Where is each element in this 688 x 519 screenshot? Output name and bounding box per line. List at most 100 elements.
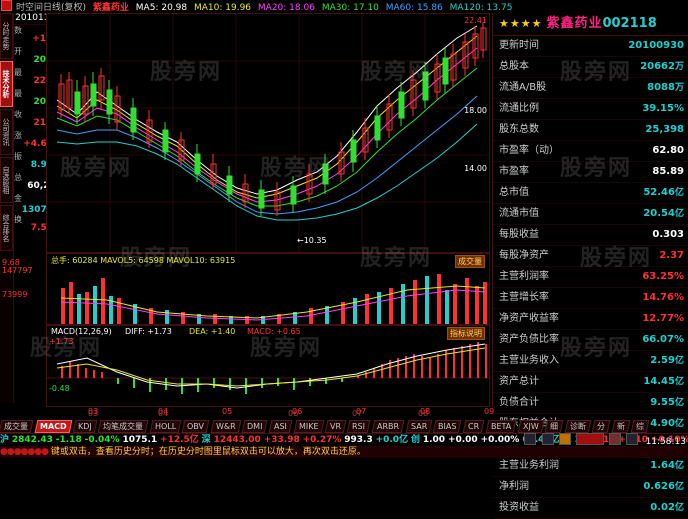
status-cy-pct: +0.00% bbox=[480, 435, 520, 445]
info-unit-total-assets: 亿 bbox=[674, 377, 684, 387]
indicator-tab-avgvol-label: 均笔成交量 bbox=[103, 422, 144, 431]
ma60-label: MA60: 15.86 bbox=[385, 3, 443, 13]
status-sz-amt: +0.0亿 bbox=[375, 435, 409, 445]
indicator-tab-rsi-label: RSI bbox=[352, 422, 366, 431]
info-row-float-cap: 流通市值 20.54亿 bbox=[493, 204, 688, 225]
rail-tab-zonghe[interactable]: 综合排名 bbox=[0, 205, 13, 251]
x-tick-03: 03 bbox=[88, 407, 99, 416]
indicator-tab-xin-label: 新 bbox=[616, 422, 625, 431]
rail-tab-fenshi[interactable]: 分时走势 bbox=[0, 13, 13, 59]
candlestick-svg bbox=[47, 14, 489, 252]
indicator-tab-dmi[interactable]: DMI bbox=[241, 420, 269, 433]
volume-tag[interactable]: 成交量 bbox=[455, 255, 485, 268]
info-row-eps: 每股收益 0.303 bbox=[493, 225, 688, 246]
info-val-roe: 12.77% bbox=[642, 313, 684, 324]
indicator-tab-avgvol[interactable]: 均笔成交量 bbox=[97, 420, 149, 433]
indicator-tab-rsi[interactable]: RSI bbox=[346, 420, 371, 433]
indicator-tab-bias[interactable]: BIAS bbox=[432, 420, 463, 433]
clock-label: 11:58:13 bbox=[645, 437, 686, 447]
status-sz-change: +33.98 bbox=[263, 435, 300, 445]
info-num-revenue: 2.59 bbox=[650, 355, 675, 366]
indicator-tab-arbr[interactable]: ARBR bbox=[371, 420, 405, 433]
info-key-float-cap: 流通市值 bbox=[499, 208, 539, 219]
x-tick-05: 05 bbox=[222, 407, 233, 416]
indicator-tab-obv-label: OBV bbox=[187, 422, 205, 431]
info-val-operating-profit: 1.64亿 bbox=[650, 456, 684, 476]
rail-tab-zixuan[interactable]: 自选股相 bbox=[0, 157, 13, 203]
info-row-total-assets: 资产总计 14.45亿 bbox=[493, 372, 688, 393]
ind-num-04: 04 bbox=[158, 409, 169, 418]
main-price-chart[interactable]: 22.41 18.00 14.00 ←10.35 bbox=[46, 13, 490, 253]
info-key-bps: 每股净资产 bbox=[499, 250, 549, 261]
status-sh-vol: 1075.1 bbox=[122, 435, 158, 445]
stock-info-panel: ★★★★ 紫鑫药业002118 更新时间 20100930 总股本 20662万 流通… bbox=[492, 13, 688, 519]
rail-tab-jishu[interactable]: 技术分析 bbox=[0, 61, 13, 107]
indicator-tab-asi[interactable]: ASI bbox=[268, 420, 293, 433]
indicator-tab-volume[interactable]: 成交量 bbox=[0, 420, 34, 433]
info-key-market-cap: 总市值 bbox=[499, 187, 529, 198]
indicator-tab-beta-label: BETA bbox=[491, 422, 512, 431]
indicator-tab-sar[interactable]: SAR bbox=[405, 420, 433, 433]
indicator-tab-zong-label: 综 bbox=[636, 422, 645, 431]
indicator-tab-obv[interactable]: OBV bbox=[182, 420, 210, 433]
info-row-market-cap: 总市值 52.46亿 bbox=[493, 183, 688, 204]
indicator-help-tag[interactable]: 指标说明 bbox=[447, 327, 485, 340]
indicator-tab-bar: 成交量 MACD KDJ 均笔成交量 HOLL OBV W&R DMI ASI … bbox=[0, 420, 688, 433]
info-unit-equity: 亿 bbox=[674, 419, 684, 429]
info-key-net-profit: 净利润 bbox=[499, 481, 529, 492]
indicator-tab-macd[interactable]: MACD bbox=[34, 420, 72, 433]
macd-pane[interactable]: MACD(12,26,9) DIFF: +1.73 DEA: +1.40 MAC… bbox=[46, 325, 490, 407]
indicator-tab-fen[interactable]: 分 bbox=[591, 420, 611, 433]
tray-alert-icon[interactable] bbox=[576, 433, 605, 445]
indicator-tab-wr[interactable]: W&R bbox=[210, 420, 242, 433]
indicator-tab-xin[interactable]: 新 bbox=[611, 420, 631, 433]
indicator-tab-sar-label: SAR bbox=[410, 422, 427, 431]
quote-label-open: 开 bbox=[14, 47, 27, 56]
indicator-tab-xjw[interactable]: XJW bbox=[517, 420, 544, 433]
info-key-pe: 市盈率 bbox=[499, 166, 529, 177]
volume-y-mid: 73999 bbox=[2, 290, 28, 299]
indicator-tab-kdj[interactable]: KDJ bbox=[72, 420, 97, 433]
tray-chart-icon[interactable] bbox=[541, 433, 554, 445]
indicator-tab-holl[interactable]: HOLL bbox=[149, 420, 182, 433]
price-label-mid1: 18.00 bbox=[464, 106, 487, 115]
info-num-float-shares: 8088 bbox=[647, 82, 675, 93]
indicator-tab-cr[interactable]: CR bbox=[462, 420, 485, 433]
indicator-tab-xi-label: 细 bbox=[550, 422, 559, 431]
info-val-float-cap: 20.54亿 bbox=[643, 204, 684, 224]
status-sh-pct: -0.04% bbox=[84, 435, 120, 445]
indicator-tab-zhenduan-label: 诊断 bbox=[569, 422, 586, 431]
indicator-tab-zhenduan[interactable]: 诊断 bbox=[564, 420, 592, 433]
ind-num-07: 07 bbox=[352, 409, 363, 418]
info-val-gross-margin: 63.25% bbox=[642, 271, 684, 282]
info-val-float-shares: 8088万 bbox=[647, 78, 684, 98]
volume-pane[interactable]: 总手: 60284 MAVOL5: 64598 MAVOL10: 63915 bbox=[46, 253, 490, 325]
hint-text: 键或双击，查看历史分时；在历史分时图里鼠标双击可以放大，再次双击还原。 bbox=[50, 447, 366, 457]
info-val-growth: 14.76% bbox=[642, 292, 684, 303]
tray-monitor-icon[interactable] bbox=[524, 433, 537, 445]
info-stock-code: 002118 bbox=[602, 16, 657, 31]
quote-value-pct: +4.60% bbox=[23, 139, 62, 149]
quote-label-volume: 总 bbox=[14, 173, 27, 182]
quote-date: 20101105 bbox=[14, 13, 62, 25]
indicator-tab-xi[interactable]: 细 bbox=[544, 420, 564, 433]
info-num-total-liabilities: 9.55 bbox=[650, 397, 675, 408]
indicator-tab-zong[interactable]: 综 bbox=[630, 420, 650, 433]
indicator-tab-vr[interactable]: VR bbox=[324, 420, 347, 433]
rail-tab-gongsi[interactable]: 公司资讯 bbox=[0, 109, 13, 155]
header-menu-label[interactable]: 时空间日线(复权) bbox=[16, 3, 87, 13]
info-num-operating-profit: 1.64 bbox=[650, 460, 675, 471]
status-tj-pct: +0.10% bbox=[650, 435, 688, 445]
info-key-shareholders: 股东总数 bbox=[499, 124, 539, 135]
indicator-tab-mike[interactable]: MIKE bbox=[293, 420, 324, 433]
x-axis-ticks: 03 04 05 06 07 08 09 bbox=[46, 407, 494, 418]
tray-message-icon[interactable] bbox=[609, 433, 622, 445]
info-val-market-cap: 52.46亿 bbox=[643, 183, 684, 203]
tray-folder-icon[interactable] bbox=[558, 433, 571, 445]
tray-settings-icon[interactable] bbox=[626, 433, 639, 445]
status-cy-amt: 67.48亿 bbox=[522, 435, 559, 445]
indicator-tab-beta[interactable]: BETA bbox=[485, 420, 517, 433]
indicator-tab-macd-label: MACD bbox=[39, 422, 67, 431]
indicator-tab-dmi-label: DMI bbox=[247, 422, 263, 431]
indicator-tab-wr-label: W&R bbox=[215, 422, 236, 431]
